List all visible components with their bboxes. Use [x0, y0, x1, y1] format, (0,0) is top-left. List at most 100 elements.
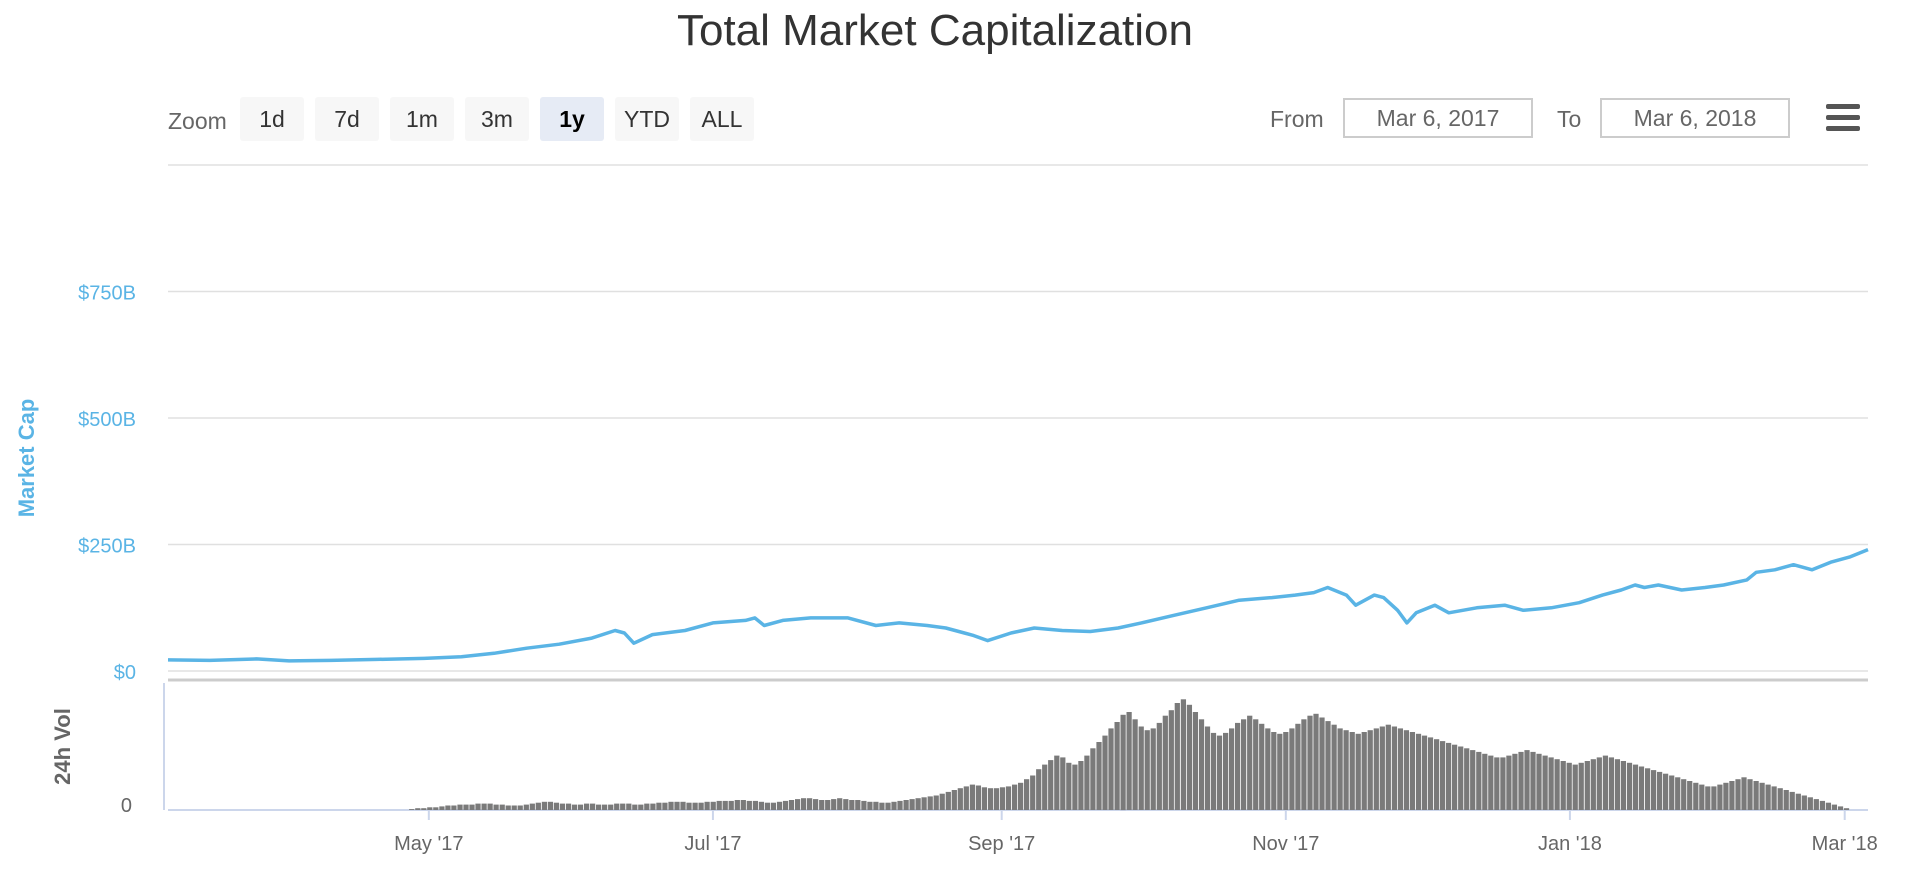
- volume-bar: [1795, 793, 1801, 810]
- volume-axis-title: 24h Vol: [50, 708, 75, 785]
- volume-bar: [873, 801, 879, 810]
- volume-bar: [885, 802, 891, 810]
- volume-bar: [734, 800, 740, 810]
- volume-bar: [1699, 784, 1705, 810]
- volume-bar: [1711, 786, 1717, 810]
- volume-bar: [1138, 726, 1144, 810]
- volume-bar: [1319, 717, 1325, 810]
- volume-bar: [831, 799, 837, 810]
- volume-bar: [577, 804, 584, 810]
- to-label: To: [1557, 106, 1582, 132]
- volume-bar: [1283, 732, 1289, 810]
- volume-bar: [1024, 779, 1030, 810]
- volume-bar: [963, 786, 969, 810]
- volume-bar: [909, 799, 915, 810]
- volume-bar: [559, 803, 566, 810]
- volume-bar: [1373, 728, 1379, 810]
- volume-bar: [1789, 791, 1795, 810]
- volume-bar: [1590, 759, 1596, 810]
- volume-bar: [602, 804, 608, 810]
- volume-bar: [1415, 733, 1422, 810]
- volume-bar: [849, 800, 855, 810]
- zoom-7d-button[interactable]: 7d: [315, 97, 379, 141]
- volume-bar: [1578, 762, 1584, 810]
- volume-bar: [547, 801, 554, 810]
- volume-bar: [608, 804, 614, 810]
- volume-bar: [674, 801, 680, 810]
- volume-bar: [656, 802, 662, 810]
- volume-bar: [1277, 733, 1283, 810]
- volume-bar: [1361, 732, 1367, 810]
- hamburger-menu-icon[interactable]: [1826, 104, 1860, 134]
- volume-bar: [1337, 728, 1343, 810]
- volume-bar: [1367, 730, 1373, 810]
- volume-bar: [1554, 759, 1560, 810]
- volume-bar: [1349, 732, 1355, 810]
- from-date-input[interactable]: Mar 6, 2017: [1343, 98, 1533, 138]
- volume-bar: [1385, 724, 1391, 810]
- y-tick-label: $750B: [78, 283, 136, 305]
- zoom-1m-button[interactable]: 1m: [390, 97, 454, 141]
- volume-bar: [993, 788, 1000, 810]
- volume-bar: [807, 798, 813, 810]
- zoom-ytd-button[interactable]: YTD: [615, 97, 679, 141]
- zoom-1d-button[interactable]: 1d: [240, 97, 304, 141]
- volume-bar: [1632, 764, 1639, 810]
- volume-bar: [1620, 761, 1627, 810]
- volume-bar: [596, 804, 602, 810]
- x-tick-label: May '17: [394, 833, 463, 855]
- volume-bar: [758, 801, 765, 810]
- y-tick-label: $500B: [78, 409, 136, 431]
- volume-bar: [1596, 757, 1602, 810]
- zoom-1y-button[interactable]: 1y: [540, 97, 604, 141]
- volume-bar: [795, 799, 801, 810]
- volume-bar: [716, 800, 722, 810]
- volume-bar: [1494, 757, 1500, 810]
- volume-bar: [668, 801, 674, 810]
- market-cap-line: [167, 547, 1869, 663]
- volume-bar: [1657, 771, 1663, 810]
- volume-bar: [1723, 782, 1729, 810]
- volume-bar: [1066, 762, 1072, 810]
- volume-bar: [1078, 761, 1084, 810]
- volume-bar: [1729, 781, 1735, 810]
- volume-bar: [1693, 782, 1699, 810]
- volume-bar: [511, 805, 517, 810]
- volume-bar: [686, 802, 692, 810]
- volume-bar: [1747, 779, 1753, 810]
- zoom-all-button[interactable]: ALL: [690, 97, 754, 141]
- volume-bar: [1223, 732, 1229, 810]
- volume-bar: [1108, 728, 1114, 810]
- volume-bar: [981, 787, 988, 810]
- volume-bar: [764, 802, 771, 810]
- volume-bar: [1072, 764, 1078, 810]
- volume-bar: [1542, 755, 1548, 810]
- volume-bar: [1524, 750, 1530, 810]
- to-date-input[interactable]: Mar 6, 2018: [1600, 98, 1790, 138]
- volume-bar: [1379, 726, 1385, 810]
- volume-bar: [1235, 722, 1241, 810]
- volume-bar: [945, 791, 951, 810]
- volume-bar: [1259, 723, 1265, 810]
- volume-bar: [1440, 741, 1446, 810]
- volume-bar: [903, 800, 909, 810]
- volume-bar: [1464, 748, 1470, 810]
- volume-bar: [1005, 786, 1012, 810]
- volume-bar: [427, 807, 433, 810]
- volume-bar: [1536, 753, 1542, 810]
- volume-bar: [776, 801, 783, 810]
- volume-bar: [644, 803, 650, 810]
- volume-bar: [782, 800, 789, 810]
- volume-bar: [1084, 755, 1090, 810]
- volume-bar: [843, 799, 849, 810]
- volume-bar: [801, 798, 807, 810]
- volume-bar: [1446, 742, 1452, 810]
- volume-bar: [1391, 726, 1398, 810]
- volume-bar: [1301, 719, 1307, 810]
- volume-bar: [921, 797, 927, 810]
- volume-bar: [662, 802, 668, 810]
- volume-bar: [487, 803, 493, 810]
- volume-bar: [457, 804, 463, 810]
- zoom-3m-button[interactable]: 3m: [465, 97, 529, 141]
- volume-bar: [1042, 764, 1048, 810]
